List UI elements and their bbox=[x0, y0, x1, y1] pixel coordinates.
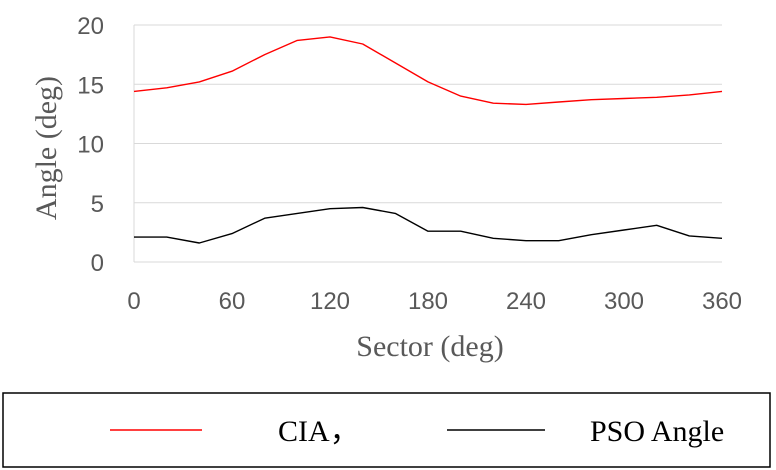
series-lines bbox=[133, 36, 723, 244]
legend: CIA， PSO Angle bbox=[2, 392, 771, 468]
y-tick-label: 0 bbox=[91, 250, 104, 277]
y-axis-title: Angle (deg) bbox=[30, 76, 63, 220]
series-line-pso-angle bbox=[134, 206, 723, 244]
legend-label-cia: CIA， bbox=[278, 415, 360, 448]
x-tick-label: 180 bbox=[408, 288, 448, 315]
x-tick-label: 60 bbox=[219, 288, 246, 315]
grid-lines bbox=[133, 24, 722, 263]
x-tick-label: 120 bbox=[310, 288, 350, 315]
y-tick-label: 10 bbox=[77, 132, 104, 159]
x-tick-labels: 0 60 120 180 240 300 360 bbox=[127, 288, 742, 315]
series-line-cia bbox=[133, 36, 723, 106]
legend-label-pso-angle: PSO Angle bbox=[590, 415, 724, 448]
legend-box bbox=[2, 392, 771, 468]
x-axis-title: Sector (deg) bbox=[356, 330, 503, 363]
x-tick-label: 360 bbox=[702, 288, 742, 315]
y-tick-label: 15 bbox=[77, 72, 104, 99]
y-tick-labels: 0 5 10 15 20 bbox=[77, 13, 104, 277]
x-tick-label: 300 bbox=[604, 288, 644, 315]
x-tick-label: 240 bbox=[506, 288, 546, 315]
y-tick-label: 5 bbox=[91, 191, 104, 218]
x-tick-label: 0 bbox=[127, 288, 140, 315]
y-tick-label: 20 bbox=[77, 13, 104, 40]
